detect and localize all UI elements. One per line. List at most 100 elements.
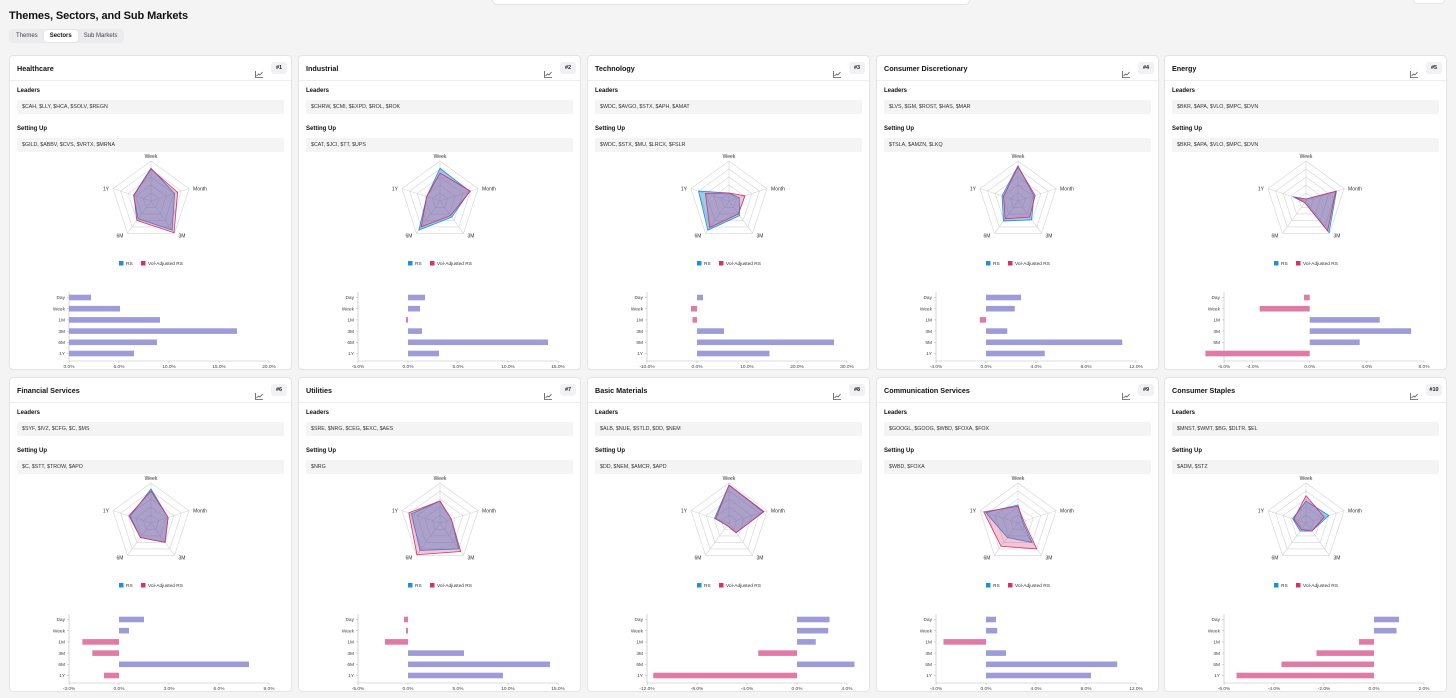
bar-x-tick-label: 5.0%	[453, 364, 465, 370]
legend-rs-label: RS	[704, 261, 711, 267]
radar-chart: Week Month 3M 6M 1Y RS Vol-Adjusted RS	[681, 476, 785, 589]
radar-grid-ring	[127, 176, 175, 221]
bar-row-label: 1Y	[348, 673, 355, 679]
tab-sectors[interactable]: Sectors	[43, 30, 78, 42]
legend-rs-swatch	[408, 583, 413, 588]
bar-1m	[385, 639, 408, 645]
legend-vol-swatch	[1008, 583, 1013, 588]
chart-icon[interactable]	[1122, 387, 1130, 400]
radar-axis-label: 3M	[1046, 555, 1053, 561]
bar-chart: -10.0% 0.0% 10.0% 20.0% 30.0% Day Week 1M 3M 6M 1Y	[631, 292, 855, 370]
radar-spoke	[705, 522, 730, 556]
radar-spoke	[1282, 522, 1307, 556]
radar-grid-ring	[432, 514, 448, 530]
bar-row-label: Day	[345, 295, 354, 301]
bar-week	[986, 305, 1015, 312]
bar-row-label: 1Y	[637, 351, 644, 357]
bar-1y	[1236, 672, 1374, 679]
leaders-label: Leaders	[17, 88, 41, 94]
radar-axis-label: Week	[145, 154, 158, 160]
radar-spoke	[401, 188, 441, 202]
radar-axis-label: 1Y	[681, 509, 688, 515]
radar-axis-label: 6M	[984, 555, 991, 561]
bar-x-tick-label: 2.0%	[1419, 686, 1431, 692]
radar-spoke	[150, 188, 190, 202]
sector-card: Industrial #2 Leaders $CHRW, $CMI, $EXPD, $…	[298, 55, 581, 370]
leaders-tickers: $CAH, $LLY, $HCA, $SOLV, $REGN	[17, 100, 284, 114]
radar-axis-label: 3M	[179, 233, 186, 239]
sector-title: Basic Materials	[595, 386, 648, 395]
legend-rs-swatch	[119, 583, 124, 588]
bar-1m	[1309, 317, 1380, 323]
leaders-label: Leaders	[1172, 410, 1196, 416]
chart-icon[interactable]	[255, 65, 263, 78]
legend-vol-label: Vol-Adjusted RS	[437, 261, 472, 267]
rank-badge: #10	[1426, 384, 1442, 396]
top-right-control[interactable]	[1413, 0, 1445, 4]
chart-icon[interactable]	[833, 387, 841, 400]
radar-spoke	[416, 522, 441, 556]
legend-vol-label: Vol-Adjusted RS	[1303, 583, 1338, 589]
tab-themes[interactable]: Themes	[16, 33, 38, 39]
radar-axis-label: Week	[145, 476, 158, 482]
chart-icon[interactable]	[1122, 65, 1130, 78]
legend-rs-swatch	[119, 261, 124, 266]
tab-sub-markets[interactable]: Sub Markets	[83, 33, 118, 39]
radar-grid-ring	[979, 160, 1057, 234]
bar-6m	[408, 339, 548, 346]
radar-spoke	[1305, 188, 1345, 202]
sector-title: Industrial	[306, 64, 339, 73]
chart-icon[interactable]	[255, 387, 263, 400]
legend-vol-label: Vol-Adjusted RS	[437, 583, 472, 589]
radar-axis-label: Month	[193, 187, 207, 193]
chart-icon[interactable]	[833, 65, 841, 78]
radar-axis-label: Week	[723, 154, 736, 160]
legend-vol-swatch	[1296, 261, 1301, 266]
leaders-label: Leaders	[306, 88, 330, 94]
search-bar[interactable]	[492, 0, 970, 5]
sector-title: Consumer Staples	[1172, 386, 1236, 395]
bar-1y	[69, 350, 134, 357]
bar-x-tick-label: -10.0%	[639, 364, 655, 370]
setting-up-tickers: $ADM, $STZ	[1172, 460, 1439, 474]
chart-icon[interactable]	[544, 387, 552, 400]
chart-icon[interactable]	[1410, 387, 1418, 400]
bar-x-tick-label: 8.0%	[1081, 686, 1093, 692]
radar-grid-ring	[1010, 192, 1026, 208]
chart-icon[interactable]	[1410, 65, 1418, 78]
legend-vol-label: Vol-Adjusted RS	[1015, 583, 1050, 589]
bar-row-label: Week	[342, 628, 355, 634]
radar-chart: Week Month 3M 6M 1Y RS Vol-Adjusted RS	[681, 154, 785, 267]
radar-grid-ring	[135, 506, 167, 537]
sector-card: Energy #5 Leaders $BKR, $APA, $VLO, $MPC, $…	[1164, 55, 1447, 370]
radar-axis-label: Week	[1300, 476, 1313, 482]
radar-axis-label: Month	[1060, 509, 1074, 515]
legend-rs-swatch	[697, 261, 702, 266]
legend-rs-swatch	[986, 583, 991, 588]
bar-3m	[69, 328, 237, 334]
legend-vol-label: Vol-Adjusted RS	[148, 583, 183, 589]
legend-vol-label: Vol-Adjusted RS	[726, 583, 761, 589]
radar-spoke	[150, 200, 175, 234]
radar-grid-ring	[698, 490, 760, 550]
bar-row-label: 1Y	[926, 351, 933, 357]
legend-vol-label: Vol-Adjusted RS	[1015, 261, 1050, 267]
radar-grid-ring	[1002, 506, 1034, 537]
bar-x-tick-label: 15.0%	[212, 364, 226, 370]
chart-icon[interactable]	[544, 65, 552, 78]
radar-spoke	[1305, 522, 1330, 556]
bar-6m	[69, 339, 157, 346]
bar-row-label: 1M	[925, 318, 932, 324]
setting-up-label: Setting Up	[884, 448, 914, 454]
bar-x-tick-label: 12.0%	[1129, 364, 1143, 370]
sector-title: Communication Services	[884, 386, 970, 395]
bar-x-tick-label: 12.0%	[1129, 686, 1143, 692]
radar-spoke	[150, 510, 190, 524]
leaders-tickers: $MNST, $WMT, $BG, $DLTR, $EL	[1172, 422, 1439, 436]
radar-grid-ring	[987, 168, 1049, 228]
bar-1m	[69, 317, 160, 323]
bar-week	[69, 305, 120, 312]
bar-row-label: 6M	[1213, 340, 1220, 346]
rank-badge: #7	[560, 384, 576, 396]
bar-1y	[104, 672, 119, 679]
